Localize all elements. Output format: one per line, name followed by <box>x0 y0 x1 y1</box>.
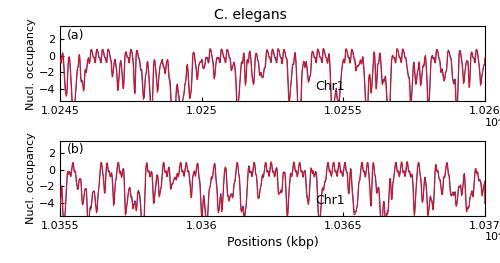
Text: (a): (a) <box>66 29 84 42</box>
Text: Chr1: Chr1 <box>315 194 344 207</box>
Text: 10⁴: 10⁴ <box>485 232 500 242</box>
Text: C. elegans: C. elegans <box>214 8 286 22</box>
Y-axis label: Nucl. occupancy: Nucl. occupancy <box>26 18 36 110</box>
Y-axis label: Nucl. occupancy: Nucl. occupancy <box>26 132 36 224</box>
Text: 10⁴: 10⁴ <box>485 118 500 128</box>
Text: Chr1: Chr1 <box>315 80 344 93</box>
X-axis label: Positions (kbp): Positions (kbp) <box>226 236 318 249</box>
Text: (b): (b) <box>66 143 84 156</box>
